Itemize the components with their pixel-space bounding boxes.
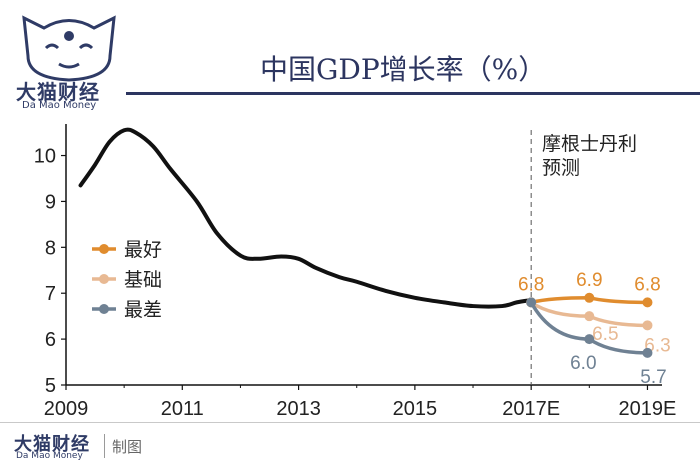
point-worst [584, 334, 594, 344]
x-tick-label: 2019E [619, 398, 677, 420]
legend-label-best: 最好 [124, 239, 162, 261]
legend-marker-worst [99, 304, 109, 314]
data-label-worst: 5.7 [640, 367, 666, 388]
y-tick-label: 8 [45, 237, 56, 259]
point-base [642, 320, 652, 330]
legend-marker-base [99, 274, 109, 284]
footer-separator [104, 434, 105, 458]
data-label-best: 6.8 [518, 274, 544, 295]
data-label-worst: 6.0 [570, 353, 596, 374]
x-tick-label: 2009 [44, 398, 89, 420]
y-tick-label: 5 [45, 375, 56, 397]
y-tick-label: 10 [34, 146, 56, 168]
point-best [642, 297, 652, 307]
y-tick-label: 7 [45, 283, 56, 305]
x-tick-label: 2017E [502, 398, 560, 420]
legend-marker-best [99, 244, 109, 254]
footer-rule [0, 422, 700, 423]
x-tick-label: 2013 [276, 398, 321, 420]
y-tick-label: 6 [45, 329, 56, 351]
point-worst [642, 348, 652, 358]
point-worst [526, 297, 536, 307]
x-tick-label: 2015 [393, 398, 438, 420]
point-base [584, 311, 594, 321]
y-tick-label: 9 [45, 191, 56, 213]
legend-label-worst: 最差 [124, 299, 162, 321]
forecast-label-line-1: 摩根士丹利 [542, 132, 662, 156]
legend-label-base: 基础 [124, 269, 162, 291]
gdp-line-chart: 5 6 7 8 9 10 2009 2011 2013 2015 2017E 2019E 6.8 6.9 6… [0, 0, 700, 473]
footer-credit: 制图 [112, 436, 142, 457]
forecast-label-line-2: 预测 [542, 156, 662, 180]
x-tick-label: 2011 [161, 398, 204, 420]
data-label-best: 6.8 [634, 274, 660, 295]
data-label-best: 6.9 [576, 270, 602, 291]
forecast-label: 摩根士丹利 预测 [542, 132, 662, 180]
point-best [584, 293, 594, 303]
footer-brand-en: Da Mao Money [16, 451, 83, 461]
